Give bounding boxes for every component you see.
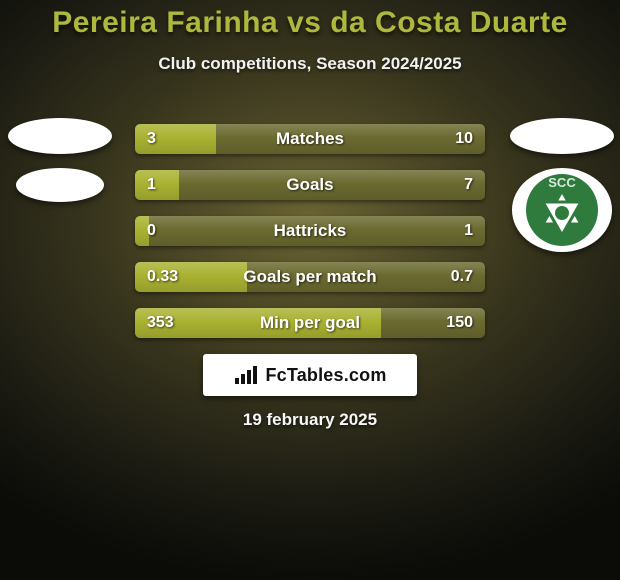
stat-bar-right-segment: [179, 170, 485, 200]
avatar-ellipse: [510, 118, 614, 154]
player-right-avatar: SCC: [510, 118, 614, 252]
stat-bar-right-segment: [149, 216, 485, 246]
avatar-ellipse: [16, 168, 104, 202]
stat-bar-row: Min per goal353150: [135, 308, 485, 338]
fctables-logo: FcTables.com: [203, 354, 417, 396]
stat-bar-right-segment: [381, 308, 485, 338]
fctables-logo-text: FcTables.com: [265, 365, 386, 386]
page-title: Pereira Farinha vs da Costa Duarte: [0, 0, 620, 40]
stat-bar-row: Goals per match0.330.7: [135, 262, 485, 292]
stat-bars: Matches310 Goals17 Hattricks01 Goals per ma…: [135, 124, 485, 338]
stat-bar-right-segment: [216, 124, 485, 154]
stat-bar-left-segment: [135, 262, 247, 292]
avatar-ellipse: [8, 118, 112, 154]
page-subtitle: Club competitions, Season 2024/2025: [0, 54, 620, 74]
stat-bar-row: Matches310: [135, 124, 485, 154]
stat-bar-left-segment: [135, 124, 216, 154]
club-badge: SCC: [512, 168, 612, 252]
stat-bar-left-segment: [135, 170, 179, 200]
club-badge-icon: SCC: [517, 171, 607, 249]
stat-bar-row: Hattricks01: [135, 216, 485, 246]
stat-bar-right-segment: [247, 262, 485, 292]
stat-bar-left-segment: [135, 216, 149, 246]
player-left-avatar: [8, 118, 112, 202]
stat-bar-row: Goals17: [135, 170, 485, 200]
comparison-date: 19 february 2025: [0, 410, 620, 430]
svg-text:SCC: SCC: [548, 175, 576, 190]
stat-bar-left-segment: [135, 308, 381, 338]
bar-chart-icon: [233, 364, 259, 386]
